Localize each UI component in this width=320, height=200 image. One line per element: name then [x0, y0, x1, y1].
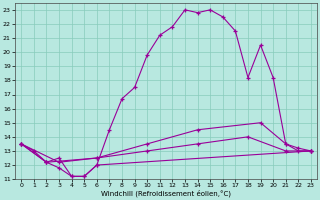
X-axis label: Windchill (Refroidissement éolien,°C): Windchill (Refroidissement éolien,°C)	[101, 190, 231, 197]
